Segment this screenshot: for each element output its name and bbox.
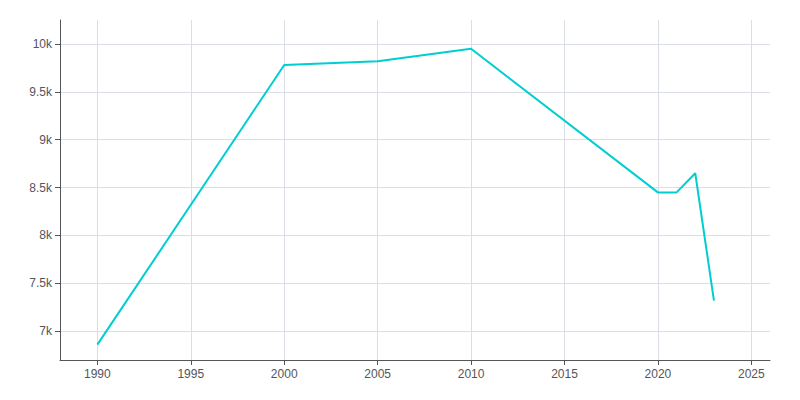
svg-text:8.5k: 8.5k [29,181,53,195]
svg-text:2000: 2000 [271,367,298,381]
svg-text:8k: 8k [39,228,53,242]
svg-text:2010: 2010 [458,367,485,381]
svg-text:9.5k: 9.5k [29,85,53,99]
svg-text:9k: 9k [39,133,53,147]
svg-text:2025: 2025 [738,367,765,381]
svg-text:7.5k: 7.5k [29,276,53,290]
svg-text:1995: 1995 [177,367,204,381]
svg-text:2015: 2015 [551,367,578,381]
svg-text:10k: 10k [33,37,53,51]
svg-text:1990: 1990 [84,367,111,381]
svg-text:2005: 2005 [364,367,391,381]
svg-text:2020: 2020 [645,367,672,381]
svg-text:7k: 7k [39,324,53,338]
